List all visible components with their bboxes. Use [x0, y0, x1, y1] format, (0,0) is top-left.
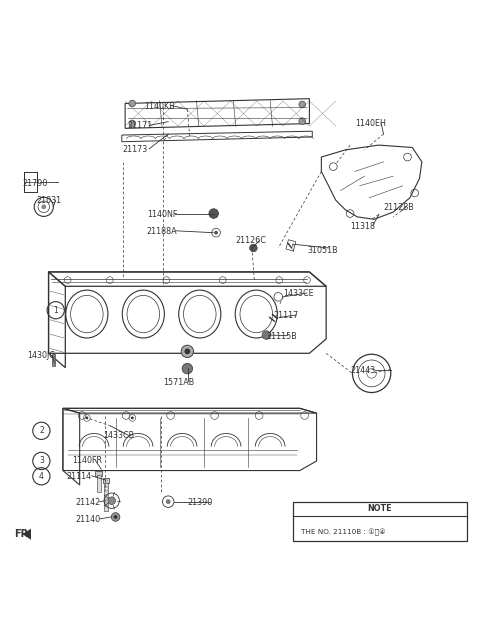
Bar	[104, 483, 108, 511]
Bar	[97, 475, 101, 491]
Circle shape	[182, 364, 192, 374]
Circle shape	[114, 515, 118, 519]
Text: 21114: 21114	[67, 472, 92, 481]
Text: 21115B: 21115B	[266, 332, 297, 341]
Circle shape	[166, 499, 170, 504]
Text: 31051B: 31051B	[307, 246, 337, 255]
Bar	[52, 354, 55, 366]
Text: 4: 4	[39, 472, 44, 481]
Text: 21390: 21390	[187, 498, 213, 507]
Text: FR.: FR.	[14, 529, 32, 539]
Text: 2: 2	[39, 427, 44, 435]
Bar	[96, 471, 102, 476]
Circle shape	[299, 118, 306, 125]
Circle shape	[111, 513, 120, 521]
Circle shape	[129, 120, 136, 127]
Circle shape	[181, 345, 193, 358]
Text: 21790: 21790	[22, 179, 48, 188]
Text: 11318: 11318	[350, 222, 375, 231]
Bar	[103, 478, 109, 483]
Text: 21117: 21117	[274, 311, 299, 321]
Text: 21140: 21140	[75, 515, 100, 524]
Circle shape	[209, 209, 218, 219]
Text: NOTE: NOTE	[368, 504, 392, 513]
Circle shape	[262, 331, 271, 340]
Text: 1140EH: 1140EH	[355, 119, 386, 128]
Text: 1140NF: 1140NF	[147, 210, 177, 219]
Text: 1433CB: 1433CB	[104, 431, 135, 440]
Circle shape	[85, 416, 88, 420]
Text: 21173: 21173	[123, 146, 148, 154]
Text: 1: 1	[53, 306, 58, 315]
Text: 1140KB: 1140KB	[144, 102, 175, 112]
Text: 21126C: 21126C	[235, 236, 266, 245]
Text: 21443: 21443	[350, 365, 375, 375]
Bar	[286, 239, 296, 251]
Text: 1571AB: 1571AB	[163, 377, 195, 387]
FancyArrowPatch shape	[23, 529, 34, 540]
Circle shape	[299, 101, 306, 108]
Text: THE NO. 21110B : ①～④: THE NO. 21110B : ①～④	[301, 529, 386, 536]
Text: 3: 3	[39, 457, 44, 466]
Circle shape	[184, 348, 190, 354]
Text: 21142: 21142	[75, 498, 100, 507]
Circle shape	[41, 205, 46, 209]
Text: 1433CE: 1433CE	[283, 289, 314, 298]
Text: 21031: 21031	[36, 196, 62, 205]
Circle shape	[131, 416, 134, 420]
Circle shape	[250, 244, 257, 252]
Text: 1140FR: 1140FR	[72, 457, 103, 466]
Text: 1430JC: 1430JC	[27, 351, 55, 360]
Text: 21128B: 21128B	[384, 203, 414, 212]
Circle shape	[214, 231, 218, 234]
Circle shape	[129, 100, 136, 107]
Text: 21188A: 21188A	[147, 227, 177, 236]
Circle shape	[108, 497, 116, 505]
Text: 21171: 21171	[128, 122, 153, 130]
